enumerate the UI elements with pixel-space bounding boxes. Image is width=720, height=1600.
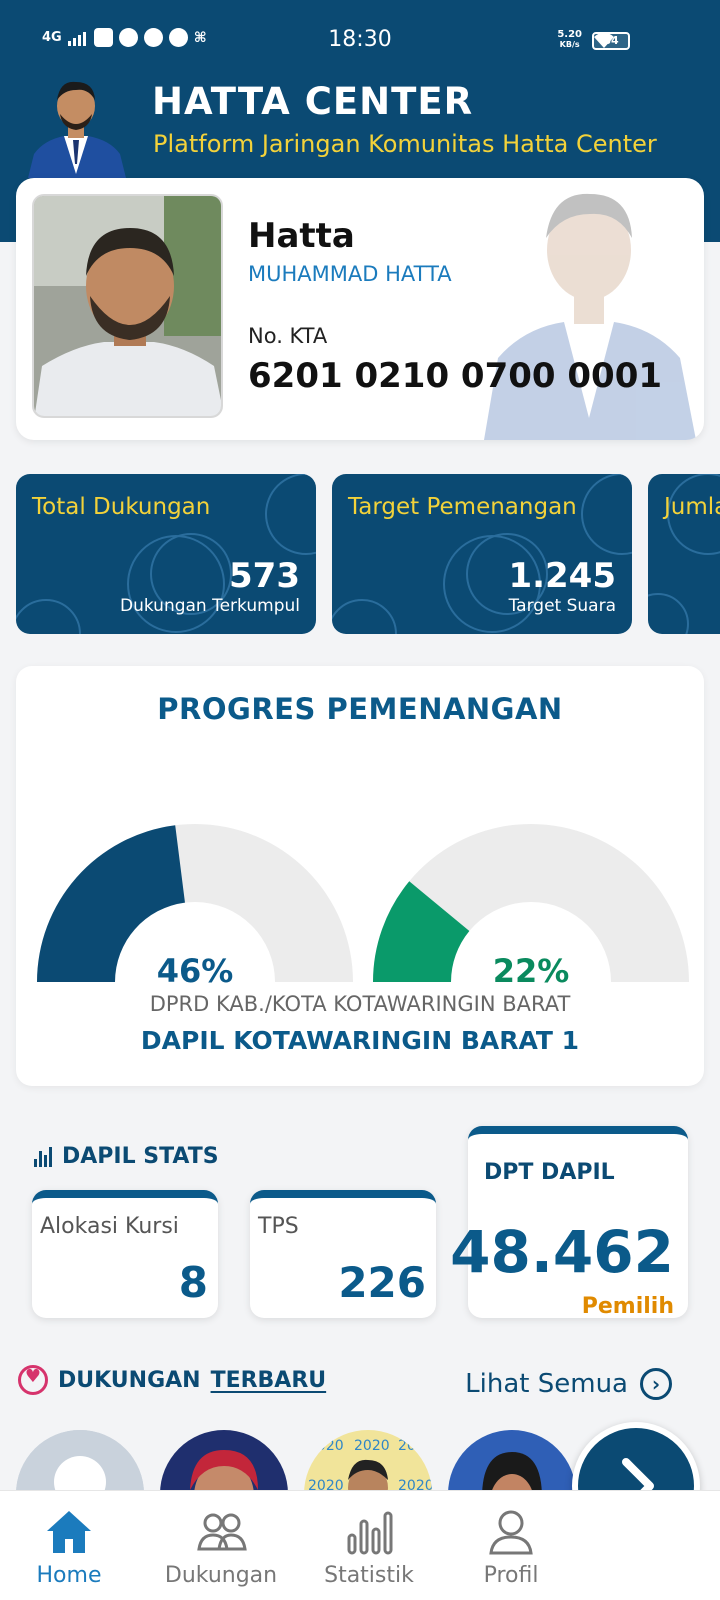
nav-home[interactable]: Home [4, 1509, 134, 1588]
terbaru-link[interactable]: TERBARU [210, 1367, 327, 1393]
nav-dukungan[interactable]: Dukungan [156, 1509, 286, 1588]
stat-card-total-dukungan[interactable]: Total Dukungan 573 Dukungan Terkumpul [16, 474, 316, 634]
telegram-icon [118, 28, 138, 47]
card-decoration [16, 474, 316, 634]
stat-label: Total Dukungan [32, 494, 211, 520]
chevron-right-icon: › [640, 1368, 672, 1400]
wifi-icon [594, 32, 614, 48]
battery-indicator: 84 [592, 32, 630, 50]
status-icons-left: 4G ⌘ [42, 28, 207, 47]
see-all-label: Lihat Semua [465, 1369, 628, 1399]
people-icon [197, 1513, 247, 1551]
network-type: 4G [42, 30, 62, 45]
dapil-label: DAPIL KOTAWARINGIN BARAT 1 [140, 1026, 580, 1055]
progress-card: PROGRES PEMENANGAN 46% 22% DPRD KAB./KOT… [16, 666, 704, 1086]
gauge-fill [37, 825, 185, 982]
tps-label: TPS [258, 1214, 299, 1239]
card-decoration [332, 474, 632, 634]
card-decoration [648, 474, 720, 634]
profile-card[interactable]: Hatta MUHAMMAD HATTA No. KTA 6201 0210 0… [16, 178, 704, 440]
dpt-dapil-card: DPT DAPIL 48.462 Pemilih [450, 1126, 688, 1319]
dukungan-title: DUKUNGAN [58, 1367, 201, 1393]
home-icon [47, 1511, 91, 1553]
status-bar: 4G ⌘ 18:30 5.20 KB/s 84 [0, 0, 720, 80]
alokasi-kursi-value: 8 [178, 1258, 208, 1307]
stat-label: Jumla [664, 494, 720, 520]
alokasi-kursi-label: Alokasi Kursi [40, 1214, 179, 1239]
dpt-dapil-value: 48.462 [450, 1218, 674, 1286]
stat-card-target-pemenangan[interactable]: Target Pemenangan 1.245 Target Suara [332, 474, 632, 634]
tps-value: 226 [338, 1258, 426, 1307]
kta-number: 6201 0210 0700 0001 [248, 356, 663, 396]
profile-name: Hatta [248, 216, 355, 256]
candidate-logo-image [28, 81, 126, 178]
gauge-dprd [37, 824, 353, 982]
nav-statistik[interactable]: Statistik [304, 1509, 434, 1588]
leaf-icon [168, 28, 188, 47]
progress-gauges: 46% 22% [37, 824, 689, 990]
chat-icon [143, 28, 163, 47]
dapil-stats-title: DAPIL STATS [62, 1144, 219, 1169]
nav-label: Profil [483, 1563, 539, 1588]
profile-photo [32, 194, 223, 418]
dapil-stats-header: DAPIL STATS [34, 1144, 219, 1169]
gauge-percent-label: 22% [493, 952, 570, 990]
stat-label: Target Pemenangan [348, 494, 577, 520]
nav-profil[interactable]: Profil [446, 1509, 576, 1588]
network-speed: 5.20 KB/s [557, 29, 582, 50]
dpt-dapil-label: DPT DAPIL [484, 1160, 615, 1185]
nav-label: Statistik [324, 1563, 414, 1588]
gauge-percent-label: 46% [157, 952, 234, 990]
see-all-link[interactable]: Lihat Semua › [465, 1368, 672, 1400]
alokasi-kursi-card: Alokasi Kursi 8 [32, 1190, 218, 1318]
dpt-dapil-unit: Pemilih [581, 1294, 674, 1319]
clock: 18:30 [328, 27, 392, 52]
stat-caption: Dukungan Terkumpul [119, 596, 300, 616]
youtube-icon [93, 28, 113, 47]
gauge-dapil [373, 824, 689, 982]
stat-card-jumlah[interactable]: Jumla [648, 474, 720, 634]
stat-value: 573 [229, 556, 300, 596]
bar-chart-icon [347, 1511, 393, 1555]
signal-icon [67, 31, 86, 46]
user-icon [489, 1510, 533, 1555]
background-portrait-image [484, 193, 696, 440]
progress-title: PROGRES PEMENANGAN [157, 692, 563, 726]
bottom-navigation: Home Dukungan Statistik Profil [0, 1490, 720, 1600]
svg-text:2020: 2020 [308, 1438, 344, 1454]
status-icons-right: 5.20 KB/s [557, 30, 616, 50]
svg-text:2020: 2020 [354, 1438, 390, 1454]
heart-icon [18, 1365, 48, 1395]
profile-full-name: MUHAMMAD HATTA [248, 262, 452, 286]
nav-label: Dukungan [164, 1563, 278, 1588]
nav-label: Home [36, 1563, 102, 1588]
gauge-fill [373, 881, 470, 982]
tps-card: TPS 226 [250, 1190, 436, 1318]
app-subtitle: Platform Jaringan Komunitas Hatta Center [153, 130, 657, 158]
dukungan-terbaru-header: DUKUNGAN TERBARU [18, 1365, 326, 1395]
kta-label: No. KTA [248, 324, 328, 348]
dprd-label: DPRD KAB./KOTA KOTAWARINGIN BARAT [149, 992, 571, 1016]
app-title: HATTA CENTER [152, 80, 474, 123]
notification-icon: ⌘ [193, 29, 207, 46]
bar-chart-icon [34, 1146, 52, 1167]
stat-caption: Target Suara [508, 596, 616, 616]
stat-value: 1.245 [508, 556, 616, 596]
svg-text:2020: 2020 [398, 1438, 432, 1454]
